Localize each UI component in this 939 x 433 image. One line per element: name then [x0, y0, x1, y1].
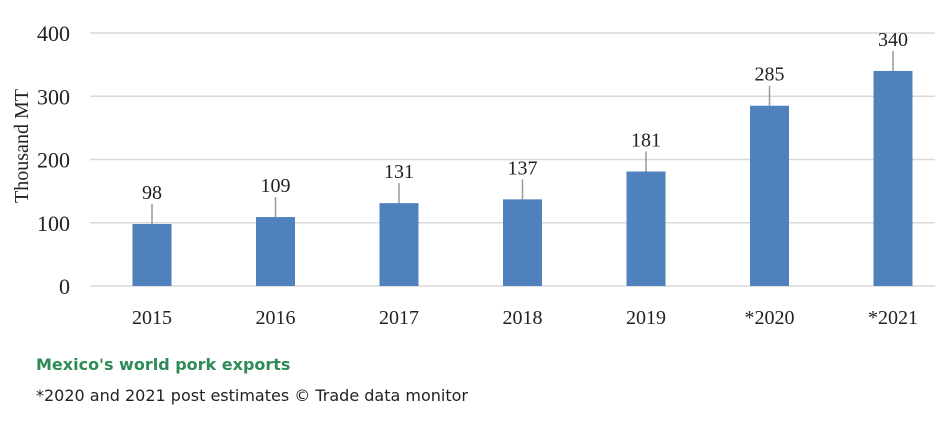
x-tick-label: 2019 [626, 307, 666, 329]
bars [132, 70, 913, 286]
label-leaders [151, 50, 894, 225]
grid-lines [90, 32, 935, 287]
caption-note: *2020 and 2021 post estimates © Trade da… [36, 386, 468, 405]
data-label: 131 [384, 161, 414, 183]
x-tick-label: 2018 [503, 307, 543, 329]
bar-chart: 0 100 200 300 400 Thousand MT 98 109 131 137 181… [11, 21, 935, 329]
y-tick-label: 200 [37, 148, 70, 173]
data-label: 181 [631, 130, 661, 152]
x-tick-labels: 2015 2016 2017 2018 2019 *2020 *2021 [132, 307, 918, 329]
y-tick-label: 100 [37, 211, 70, 236]
y-tick-label: 300 [37, 84, 70, 109]
y-tick-labels: 0 100 200 300 400 [37, 21, 70, 299]
bar [132, 224, 172, 286]
bar [750, 105, 789, 286]
data-labels: 98 109 131 137 181 285 340 [142, 29, 908, 204]
bar [503, 199, 542, 286]
x-tick-label: 2016 [256, 307, 296, 329]
caption-title: Mexico's world pork exports [36, 355, 291, 374]
y-axis-label: Thousand MT [11, 89, 33, 203]
x-tick-label: 2015 [132, 307, 172, 329]
bar [256, 217, 295, 286]
bar [626, 171, 666, 286]
data-label: 285 [755, 64, 785, 86]
x-tick-label: 2017 [379, 307, 419, 329]
data-label: 340 [878, 29, 908, 51]
bar [873, 70, 913, 286]
data-label: 137 [508, 157, 538, 179]
data-label: 109 [261, 175, 291, 197]
x-tick-label: *2020 [745, 307, 795, 329]
data-label: 98 [142, 182, 162, 204]
y-tick-label: 400 [37, 21, 70, 46]
y-tick-label: 0 [59, 274, 70, 299]
x-tick-label: *2021 [868, 307, 918, 329]
bar [379, 203, 419, 286]
